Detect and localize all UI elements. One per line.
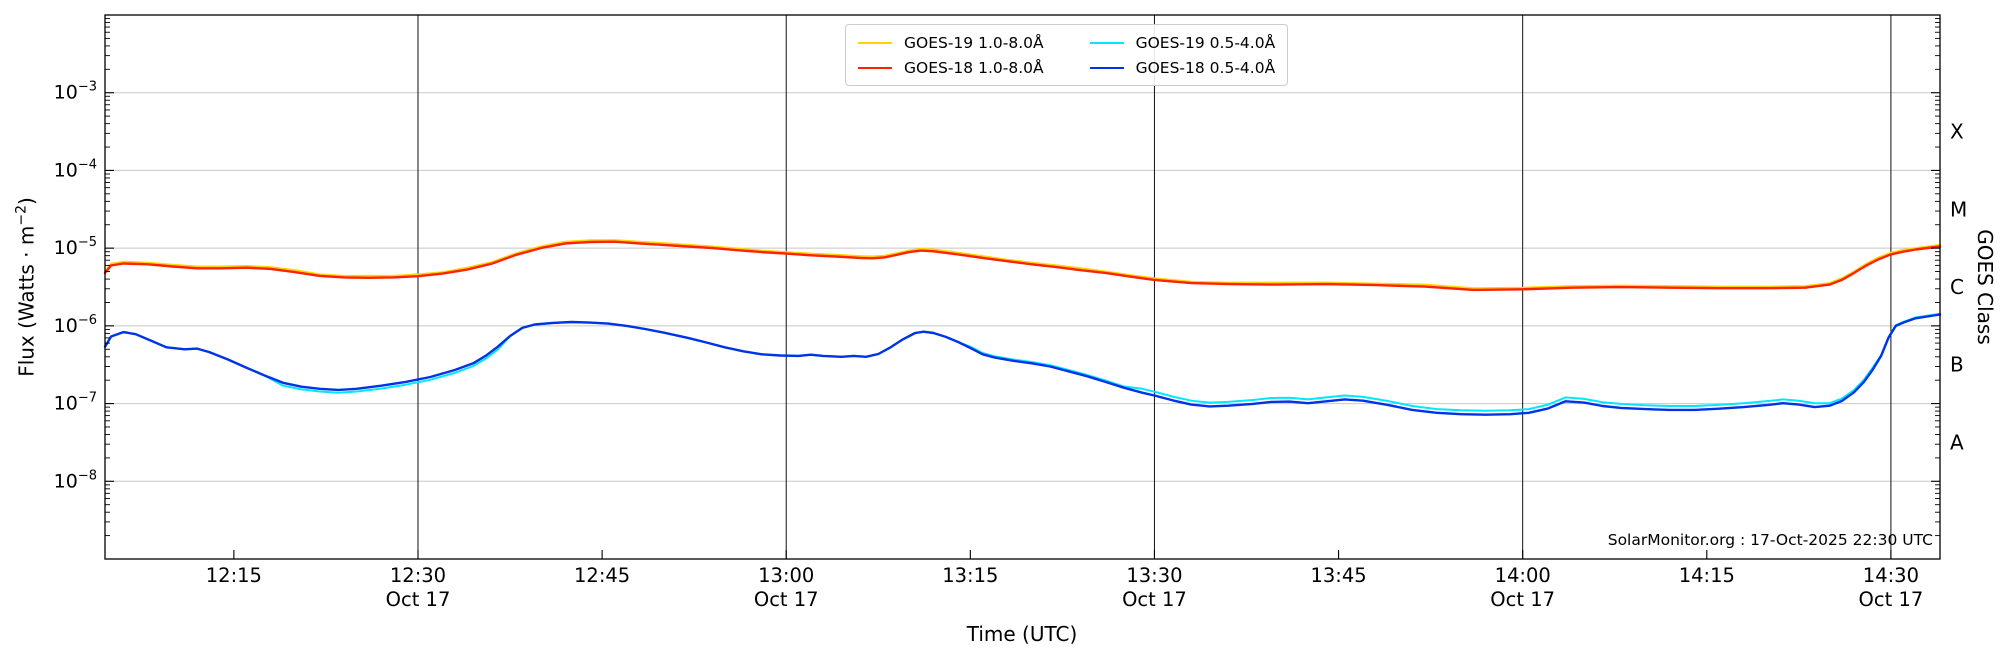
legend-label: GOES-18 1.0-8.0Å — [904, 58, 1044, 77]
legend: GOES-19 1.0-8.0Å GOES-18 1.0-8.0Å GOES-19 … — [845, 24, 1289, 86]
legend-label: GOES-18 0.5-4.0Å — [1135, 58, 1276, 77]
x-tick-label: 13:00 — [758, 564, 814, 587]
x-tick-date-label: Oct 17 — [1122, 588, 1187, 611]
legend-label: GOES-19 0.5-4.0Å — [1135, 33, 1276, 52]
goes-class-axis-title: GOES Class — [1973, 229, 1997, 345]
y-axis-title: Flux (Watts · m−2) — [14, 197, 39, 377]
y-axis-title-exponent: −2 — [13, 205, 30, 226]
series-line-goes-18-1-0-8-0- — [103, 240, 1942, 292]
x-tick-date-label: Oct 17 — [1859, 588, 1924, 611]
x-tick-date-label: Oct 17 — [1490, 588, 1555, 611]
series-line-goes-19-1-0-8-0- — [104, 239, 1941, 290]
legend-label: GOES-19 1.0-8.0Å — [904, 33, 1044, 52]
y-tick-label: 10−6 — [54, 313, 97, 337]
goes-class-label-a: A — [1950, 430, 1964, 454]
source-annotation: SolarMonitor.org : 17-Oct-2025 22:30 UTC — [1607, 531, 1933, 549]
goes-class-label-c: C — [1950, 275, 1964, 299]
goes-class-label-b: B — [1950, 353, 1964, 377]
legend-swatch-icon — [858, 41, 892, 44]
y-axis-title-suffix: ) — [14, 197, 39, 206]
legend-item-goes-19-1-0-8-0-: GOES-19 1.0-8.0Å — [858, 34, 1044, 52]
x-tick-label: 13:15 — [942, 564, 998, 587]
y-tick-label: 10−3 — [54, 80, 97, 104]
legend-item-goes-19-0-5-4-0-: GOES-19 0.5-4.0Å — [1089, 33, 1276, 52]
x-tick-label: 12:30 — [390, 564, 446, 587]
legend-swatch-icon — [1089, 41, 1124, 44]
x-tick-date-label: Oct 17 — [386, 588, 451, 611]
y-tick-label: 10−7 — [54, 391, 97, 415]
x-tick-label: 12:15 — [206, 564, 262, 587]
x-axis-title: Time (UTC) — [966, 622, 1078, 646]
legend-item-goes-18-1-0-8-0-: GOES-18 1.0-8.0Å — [858, 59, 1044, 77]
x-tick-label: 12:45 — [574, 564, 630, 587]
goes-class-label-m: M — [1950, 197, 1967, 221]
x-tick-label: 14:30 — [1863, 564, 1919, 587]
y-tick-label: 10−8 — [54, 468, 97, 492]
y-tick-label: 10−4 — [54, 157, 97, 181]
legend-swatch-icon — [858, 66, 892, 69]
y-axis-title-text: Flux (Watts · m — [14, 225, 39, 377]
x-tick-label: 14:15 — [1679, 564, 1735, 587]
legend-item-goes-18-0-5-4-0-: GOES-18 0.5-4.0Å — [1089, 58, 1276, 77]
series-line-goes-18-0-5-4-0- — [103, 313, 1942, 416]
x-tick-label: 13:30 — [1126, 564, 1182, 587]
goes-class-label-x: X — [1950, 120, 1964, 144]
legend-swatch-icon — [1089, 66, 1124, 69]
plot-border — [104, 14, 1941, 560]
y-tick-label: 10−5 — [54, 235, 97, 259]
x-tick-date-label: Oct 17 — [754, 588, 819, 611]
x-tick-label: 14:00 — [1495, 564, 1551, 587]
x-tick-label: 13:45 — [1310, 564, 1366, 587]
